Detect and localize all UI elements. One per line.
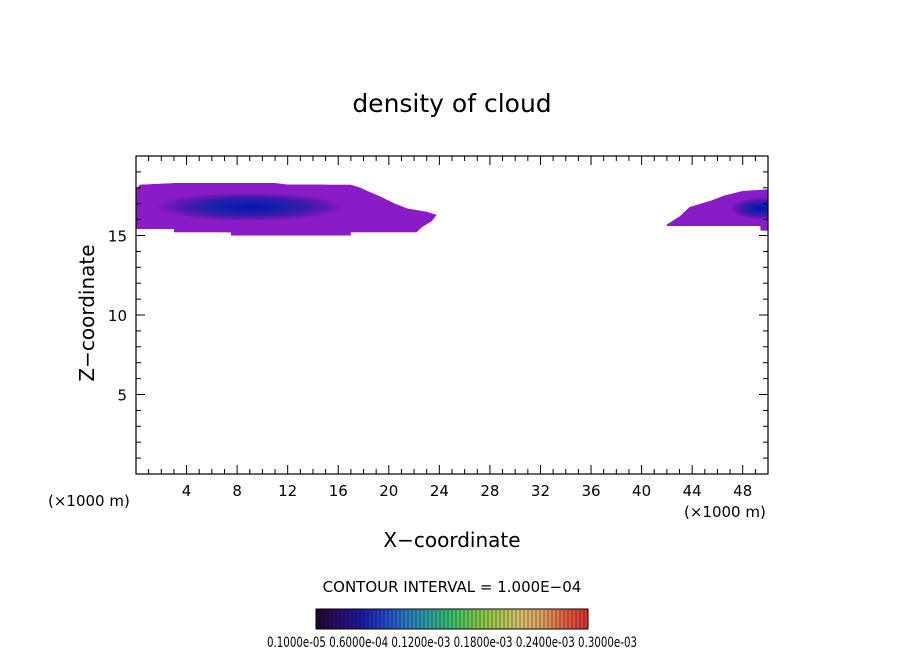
x-tick-label: 48 [733, 482, 752, 500]
x-axis-label: X−coordinate [383, 528, 520, 552]
x-unit-left: (×1000 m) [48, 492, 130, 510]
chart-title: density of cloud [352, 89, 551, 118]
cloud-right-core [711, 189, 768, 229]
y-tick-label: 10 [108, 307, 127, 325]
x-unit-right: (×1000 m) [684, 503, 766, 521]
colorbar-labels: 0.1000e-05 0.6000e-04 0.1200e-03 0.1800e… [267, 635, 637, 651]
y-axis-label: Z−coordinate [75, 244, 99, 381]
x-tick-label: 12 [278, 482, 297, 500]
y-tick-label: 15 [108, 228, 127, 246]
x-tick-label: 28 [480, 482, 499, 500]
x-tick-label: 32 [531, 482, 550, 500]
cloud-left [136, 183, 437, 236]
cloud-right [666, 189, 768, 231]
x-tick-label: 8 [232, 482, 242, 500]
x-tick-label: 24 [430, 482, 449, 500]
x-tick-label: 16 [329, 482, 348, 500]
x-axis-ticks: 4 8 12 16 20 24 28 32 36 40 44 48 [148, 156, 756, 500]
y-axis-ticks: 5 10 15 [108, 171, 768, 459]
y-tick-label: 5 [117, 387, 127, 405]
cloud-contours [136, 183, 768, 236]
colorbar-stripes [319, 610, 585, 628]
x-tick-label: 36 [581, 482, 600, 500]
x-tick-label: 20 [379, 482, 398, 500]
contour-interval-label: CONTOUR INTERVAL = 1.000E−04 [323, 578, 582, 596]
cloud-left-core [136, 183, 402, 233]
x-tick-label: 40 [632, 482, 651, 500]
x-tick-label: 44 [683, 482, 702, 500]
x-tick-label: 4 [182, 482, 192, 500]
